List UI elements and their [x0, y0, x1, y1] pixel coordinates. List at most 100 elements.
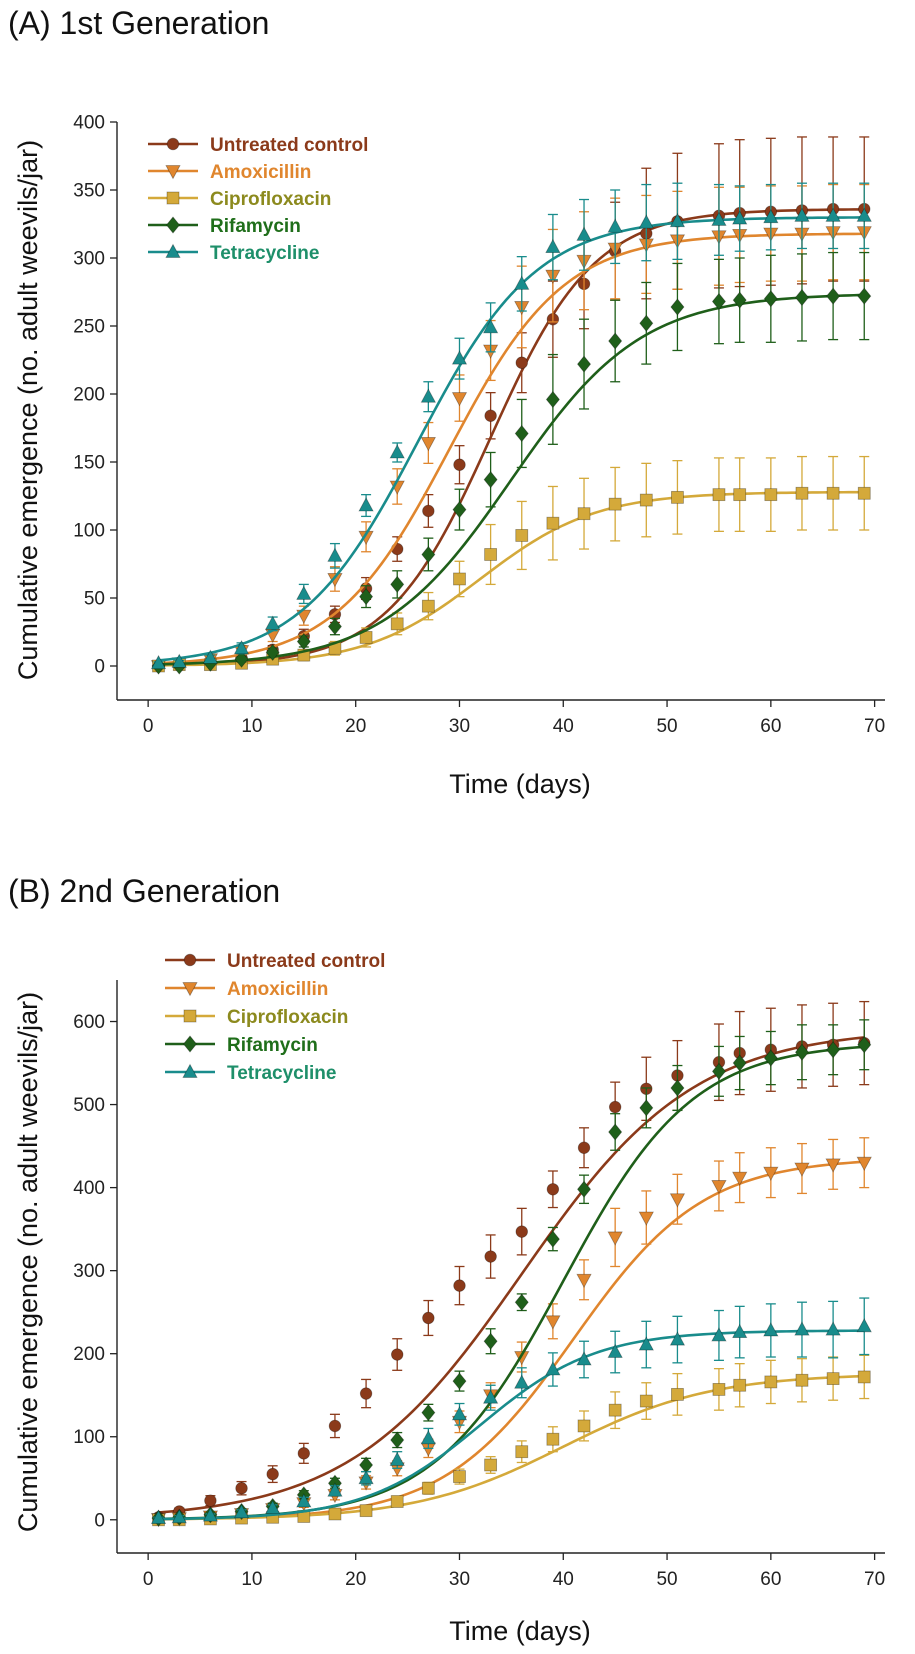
data-point	[328, 1507, 342, 1521]
data-point	[421, 1481, 435, 1495]
legend-label: Ciprofloxacin	[227, 1007, 348, 1028]
legend-label: Tetracycline	[210, 243, 319, 264]
data-point	[390, 575, 405, 594]
data-point	[638, 1211, 654, 1226]
data-point	[421, 1404, 436, 1422]
x-tick-label: 60	[760, 1569, 781, 1590]
data-point	[857, 1036, 872, 1054]
legend-marker	[183, 953, 197, 967]
data-point	[327, 547, 343, 562]
data-point	[732, 291, 747, 309]
data-point	[359, 1387, 373, 1400]
y-tick-label: 400	[73, 113, 105, 134]
legend-label: Amoxicillin	[210, 162, 311, 183]
data-point	[545, 1230, 560, 1248]
legend-item: Amoxicillin	[148, 162, 311, 183]
x-tick-label: 10	[241, 716, 262, 737]
legend-item: Rifamycin	[148, 216, 301, 237]
legend-label: Tetracycline	[227, 1063, 336, 1084]
data-point	[390, 617, 404, 631]
y-tick-label: 300	[73, 1261, 105, 1282]
data-point	[483, 1332, 498, 1350]
data-point	[150, 1509, 167, 1525]
data-point	[202, 649, 219, 664]
legend-item: Amoxicillin	[165, 979, 328, 1000]
data-point	[358, 497, 374, 512]
data-point	[856, 207, 872, 222]
x-tick-label: 30	[449, 1569, 470, 1590]
data-point	[171, 653, 187, 668]
data-point	[795, 1373, 809, 1387]
x-tick-label: 0	[143, 716, 154, 737]
data-point	[577, 355, 592, 373]
legend-item: Rifamycin	[165, 1035, 318, 1056]
panel-title: (B) 2nd Generation	[8, 873, 280, 909]
data-point	[422, 504, 435, 518]
y-tick-label: 250	[73, 317, 105, 338]
y-axis-title: Cumulative emergence (no. adult weevils/…	[13, 140, 43, 680]
data-point	[453, 458, 466, 471]
data-point	[607, 1343, 623, 1358]
data-point	[150, 654, 167, 670]
x-tick-label: 0	[143, 1569, 154, 1590]
data-point	[545, 1361, 561, 1376]
data-point	[795, 486, 809, 500]
data-point	[638, 214, 654, 229]
x-axis-title: Time (days)	[449, 769, 591, 799]
data-point	[608, 1100, 622, 1114]
data-point	[515, 1225, 528, 1238]
data-point	[576, 1351, 592, 1366]
data-point	[422, 1311, 435, 1325]
series-rifamycin	[151, 251, 872, 675]
legend-label: Amoxicillin	[227, 979, 328, 1000]
y-tick-label: 300	[73, 249, 105, 270]
x-axis-title: Time (days)	[449, 1616, 591, 1646]
data-point	[296, 632, 311, 651]
data-point	[671, 1387, 684, 1401]
legend-item: Untreated control	[165, 951, 385, 972]
data-point	[825, 1321, 841, 1336]
data-point	[514, 424, 529, 443]
x-tick-label: 20	[345, 1569, 366, 1590]
legend-marker	[166, 191, 180, 205]
data-point	[669, 212, 686, 228]
data-point	[825, 1158, 841, 1173]
legend-marker	[165, 216, 181, 234]
fit-line	[158, 1374, 865, 1521]
x-tick-label: 50	[656, 1569, 677, 1590]
data-point	[733, 488, 747, 502]
data-point	[265, 1499, 281, 1515]
legend-marker	[165, 243, 181, 258]
data-point	[857, 287, 872, 305]
data-point	[483, 471, 498, 489]
data-point	[234, 650, 249, 668]
fit-line	[158, 293, 865, 666]
x-tick-label: 60	[760, 716, 781, 737]
data-point	[389, 444, 405, 459]
data-point	[421, 545, 436, 564]
data-point	[514, 1351, 530, 1366]
x-tick-label: 70	[864, 1569, 885, 1590]
y-tick-label: 200	[73, 385, 105, 406]
fit-line	[158, 208, 865, 667]
data-point	[420, 437, 437, 452]
data-point	[576, 226, 592, 241]
data-point	[576, 1273, 592, 1289]
data-point	[577, 1419, 591, 1433]
legend-label: Untreated control	[210, 135, 368, 156]
legend-marker	[183, 1009, 197, 1023]
legend-item: Tetracycline	[165, 1063, 336, 1084]
data-point	[545, 390, 560, 409]
data-point	[297, 1447, 311, 1460]
data-point	[794, 1162, 810, 1177]
legend-item: Ciprofloxacin	[148, 189, 331, 210]
legend-item: Tetracycline	[148, 243, 319, 264]
data-point	[763, 1049, 778, 1067]
data-point	[639, 493, 653, 507]
data-point	[577, 1141, 591, 1154]
data-point	[545, 1315, 561, 1330]
axis-ticks: 0 10 20 30 40 50 60 70 0 100 200 300 400 500 600	[73, 1012, 885, 1590]
y-tick-label: 0	[94, 1510, 105, 1531]
data-point	[826, 486, 840, 500]
data-point	[577, 1180, 592, 1198]
